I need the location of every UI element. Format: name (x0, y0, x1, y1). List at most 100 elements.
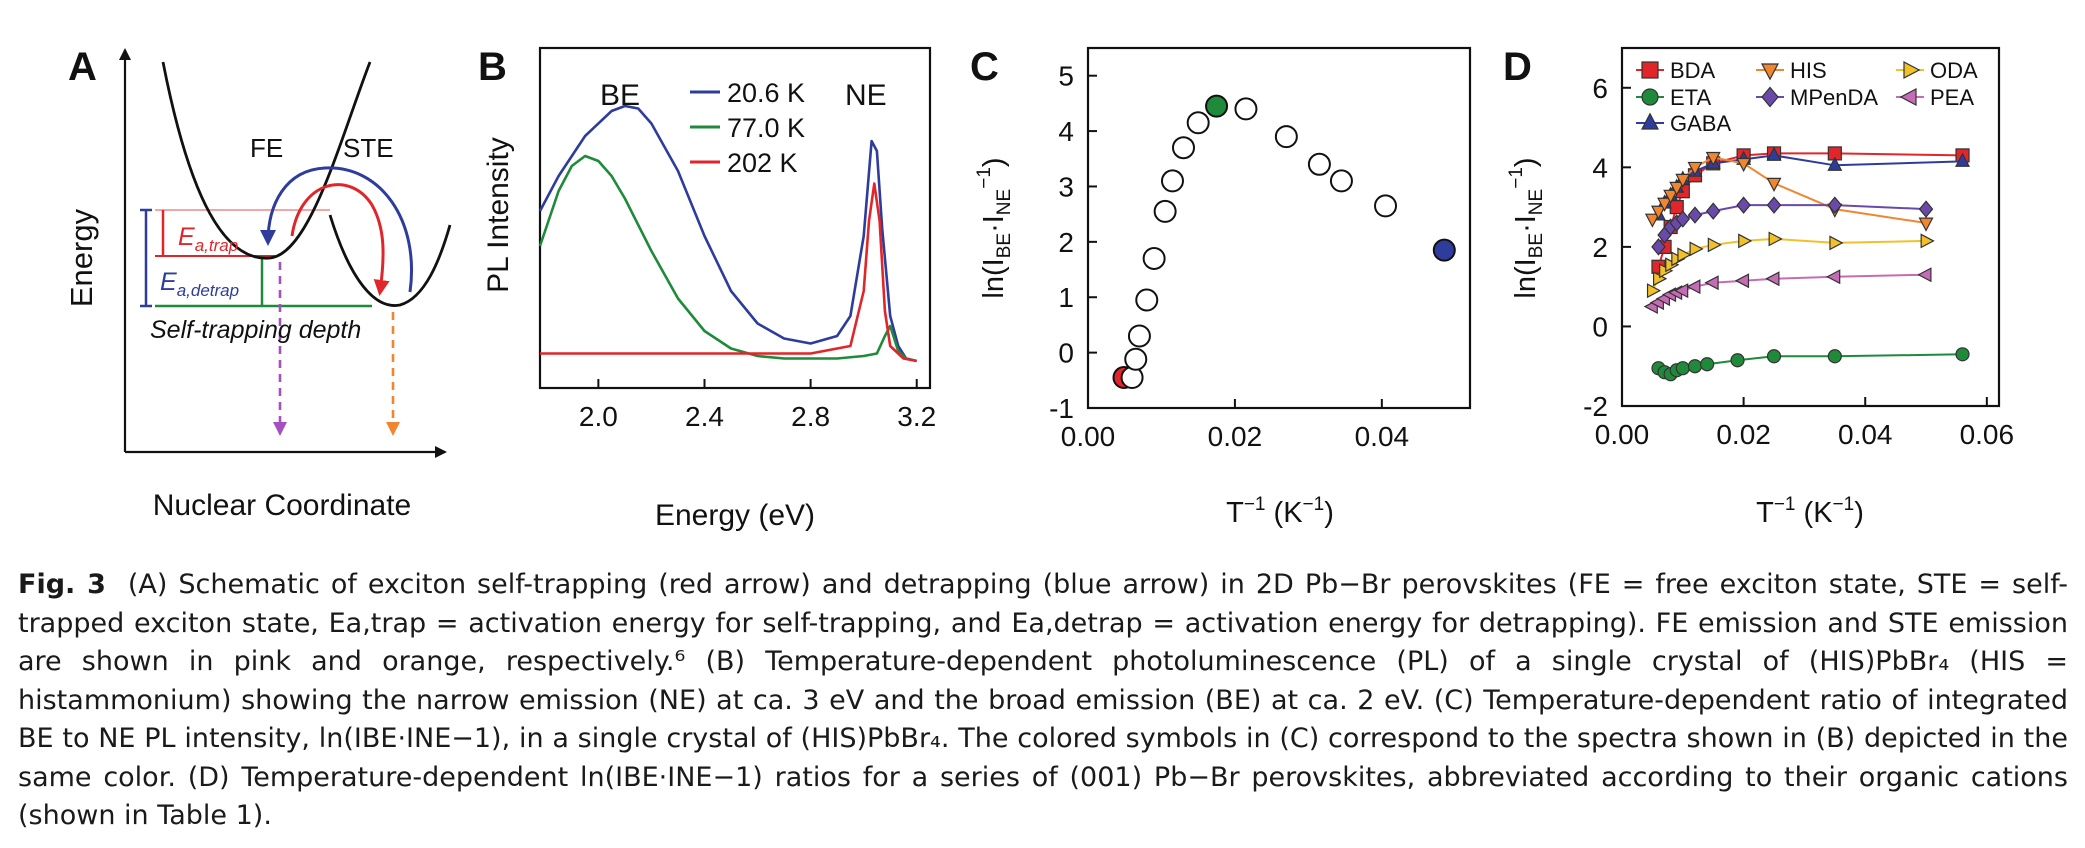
panel-d-x-tick-label: 0.02 (1716, 419, 1771, 450)
series-marker (1674, 283, 1689, 299)
panel-b-x-tick-label: 2.4 (685, 401, 724, 432)
be-label: BE (600, 79, 640, 112)
panel-a-y-label: Energy (64, 208, 99, 307)
series-marker (1707, 237, 1722, 253)
ea-trap-label: Ea,trap (178, 223, 238, 255)
panel-c-y-tick-label: -1 (1049, 393, 1074, 424)
series-marker (1736, 196, 1751, 214)
series-marker (1768, 231, 1783, 247)
legend-label-eta: ETA (1670, 85, 1711, 110)
series-marker (1705, 151, 1721, 167)
series-marker (1641, 88, 1659, 106)
panel-a: A Energy Nuclear Coordinate FE STE Ea,tr… (64, 45, 452, 522)
self-trapping-depth-label: Self-trapping depth (150, 316, 361, 344)
panel-d-label: D (1503, 45, 1532, 89)
ea-detrap-label: Ea,detrap (160, 268, 239, 300)
panel-d-y-label: ln(IBE·INE−1) (1506, 157, 1547, 298)
series-marker (1705, 202, 1721, 220)
panel-b-x-label: Energy (eV) (655, 499, 815, 532)
panel-c-y-label: ln(IBE·INE−1) (974, 157, 1015, 298)
series-marker (1766, 146, 1782, 161)
series-marker (1704, 275, 1719, 291)
series-marker (1761, 63, 1779, 81)
panel-d-y-tick-label: 4 (1592, 152, 1608, 183)
panel-b-x-tick-label: 2.0 (579, 401, 618, 432)
legend-label-his: HIS (1790, 58, 1827, 83)
caption-text: (A) Schematic of exciton self-trapping (… (18, 569, 2068, 831)
panel-c-y-tick-label: 4 (1058, 116, 1074, 147)
panel-d-x-tick-label: 0.00 (1595, 419, 1650, 450)
figure-3: A Energy Nuclear Coordinate FE STE Ea,tr… (64, 45, 2015, 532)
ratio-data-point (1120, 366, 1144, 390)
series-marker (1736, 157, 1752, 173)
series-marker (1920, 233, 1935, 249)
ratio-data-point (1432, 238, 1456, 262)
series-marker (1761, 86, 1779, 108)
panel-d-x-tick-label: 0.06 (1960, 419, 2015, 450)
panel-d-x-label: T−1 (K−1) (1756, 494, 1864, 529)
panel-d-y-tick-label: 6 (1592, 73, 1608, 104)
series-marker (1899, 88, 1917, 106)
panel-a-label: A (68, 45, 97, 89)
series-marker (1650, 205, 1666, 220)
series-marker (1765, 271, 1780, 287)
panel-d-y-tick-label: -2 (1583, 391, 1608, 422)
panel-d-x-tick-label: 0.04 (1838, 419, 1893, 450)
series-marker (1918, 217, 1934, 232)
series-marker (1700, 357, 1715, 372)
series-marker (1734, 273, 1750, 289)
legend-202k: 202 K (727, 148, 798, 178)
panel-c-y-tick-label: 2 (1058, 227, 1074, 258)
panel-c-y-tick-label: 0 (1058, 338, 1074, 369)
panel-c-frame (1086, 46, 1472, 410)
ratio-data-point (1374, 194, 1398, 218)
series-marker (1669, 181, 1685, 196)
legend-label-bda: BDA (1670, 58, 1716, 83)
trap-arrow (290, 183, 390, 296)
series-marker (1826, 269, 1841, 285)
series-marker (1687, 206, 1703, 224)
panel-b: B PL Intensity Energy (eV) 2.0 2.4 2.8 3.2 … (478, 45, 936, 532)
ratio-data-point (1142, 246, 1166, 270)
panel-b-x-tick-label: 2.8 (791, 401, 830, 432)
ne-label: NE (845, 79, 887, 112)
ratio-data-point (1124, 347, 1148, 371)
legend-20-6k: 20.6 K (727, 78, 805, 108)
pl-spectrum-series-0 (538, 104, 917, 363)
panel-c-x-tick-label: 0.02 (1208, 421, 1263, 452)
series-marker (1644, 213, 1660, 228)
panel-b-y-label: PL Intensity (482, 137, 515, 293)
series-marker (1766, 177, 1782, 193)
series-marker (1675, 210, 1691, 228)
series-marker (1738, 233, 1753, 249)
legend-label-pea: PEA (1930, 85, 1974, 110)
series-marker (1827, 349, 1842, 364)
series-marker (1677, 247, 1692, 263)
ratio-data-point (1160, 169, 1184, 193)
panel-c-x-tick-label: 0.04 (1355, 421, 1410, 452)
panel-c-x-tick-label: 0.00 (1061, 421, 1116, 452)
series-marker (1641, 61, 1659, 79)
ratio-data-point (1329, 169, 1353, 193)
series-marker (1955, 347, 1970, 362)
panel-d-y-tick-label: 0 (1592, 311, 1608, 342)
series-line-gaba (1657, 154, 1963, 216)
series-line-pea (1651, 273, 1927, 308)
series-marker (1827, 156, 1843, 171)
panel-b-x-tick-label: 3.2 (897, 401, 936, 432)
series-line-bda (1657, 152, 1963, 268)
panel-a-x-label: Nuclear Coordinate (153, 489, 411, 522)
series-marker (1766, 349, 1782, 364)
series-marker (1917, 267, 1932, 283)
ste-potential-curve (328, 214, 452, 307)
series-marker (1903, 61, 1921, 79)
panel-b-label: B (478, 45, 507, 89)
panel-c-label: C (970, 45, 999, 89)
series-marker (1687, 359, 1703, 374)
panel-c-y-tick-label: 5 (1058, 61, 1074, 92)
series-marker (1651, 238, 1666, 256)
ratio-data-point (1307, 152, 1331, 176)
series-marker (1766, 196, 1782, 214)
figure-caption: Fig. 3 (A) Schematic of exciton self-trap… (18, 566, 2068, 836)
series-marker (1646, 283, 1662, 299)
